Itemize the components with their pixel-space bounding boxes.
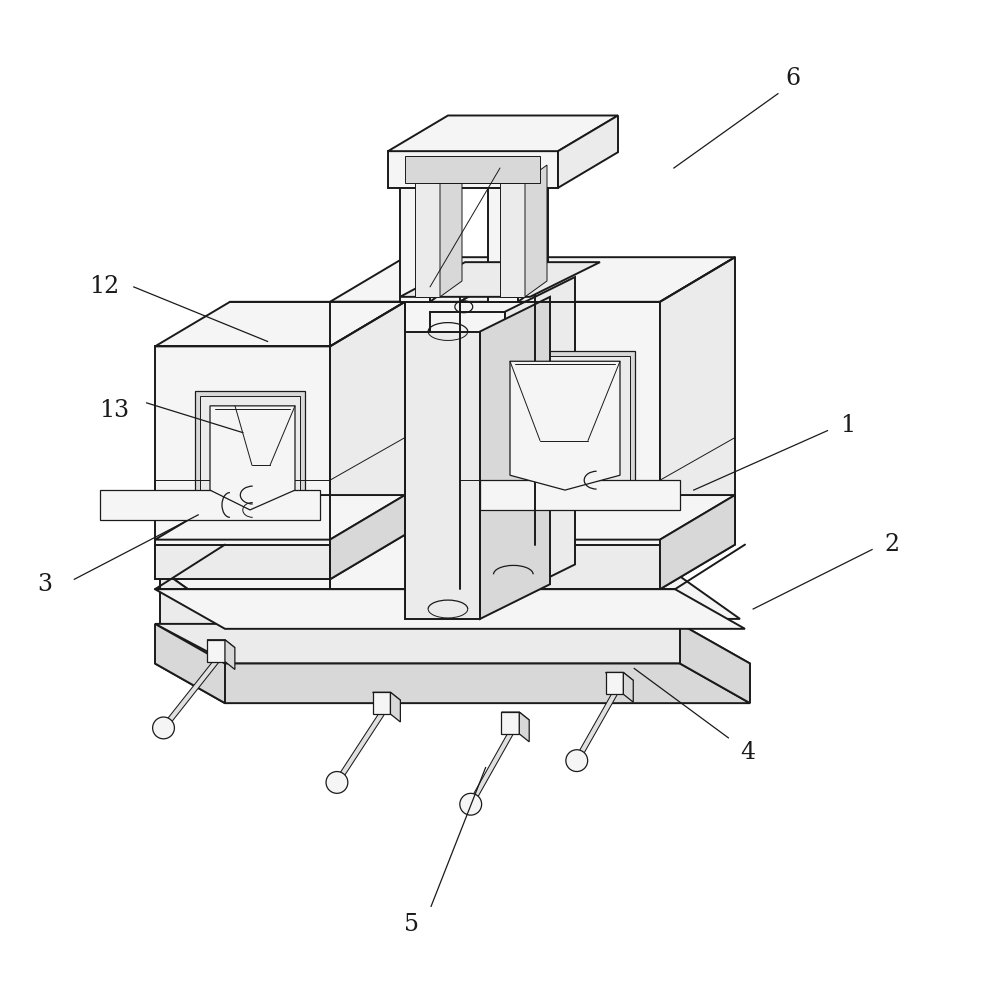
Polygon shape [160, 569, 740, 619]
Polygon shape [660, 257, 735, 589]
Polygon shape [330, 495, 405, 579]
Circle shape [153, 717, 174, 739]
Polygon shape [207, 640, 225, 662]
Polygon shape [510, 361, 620, 490]
Polygon shape [488, 173, 518, 302]
Circle shape [566, 750, 588, 772]
Polygon shape [400, 173, 430, 302]
Polygon shape [415, 181, 440, 297]
Polygon shape [460, 302, 660, 589]
Polygon shape [390, 692, 400, 722]
Text: 6: 6 [785, 67, 801, 90]
Polygon shape [623, 672, 633, 702]
Polygon shape [330, 257, 535, 302]
Polygon shape [525, 165, 547, 297]
Polygon shape [606, 672, 633, 680]
Polygon shape [388, 115, 618, 151]
Polygon shape [405, 332, 480, 619]
Polygon shape [195, 391, 305, 510]
Polygon shape [330, 302, 405, 579]
Polygon shape [388, 151, 558, 188]
Polygon shape [373, 692, 400, 700]
Polygon shape [155, 624, 225, 703]
Polygon shape [680, 624, 750, 703]
Text: 12: 12 [89, 275, 119, 298]
Polygon shape [155, 545, 330, 579]
Polygon shape [501, 712, 519, 734]
Circle shape [460, 793, 482, 815]
Polygon shape [155, 346, 330, 579]
Polygon shape [100, 490, 320, 520]
Polygon shape [373, 692, 390, 714]
Polygon shape [430, 312, 505, 599]
Polygon shape [460, 257, 735, 302]
Polygon shape [505, 277, 575, 599]
Text: 5: 5 [403, 913, 419, 936]
Polygon shape [210, 406, 295, 510]
Polygon shape [155, 664, 750, 703]
Polygon shape [155, 624, 750, 664]
Polygon shape [330, 302, 460, 589]
Polygon shape [460, 545, 660, 589]
Polygon shape [405, 156, 540, 183]
Polygon shape [160, 569, 230, 688]
Polygon shape [440, 165, 462, 297]
Polygon shape [200, 396, 300, 505]
Polygon shape [519, 712, 529, 742]
Polygon shape [495, 356, 630, 485]
Polygon shape [480, 480, 680, 510]
Polygon shape [501, 712, 529, 720]
Circle shape [326, 772, 348, 793]
Polygon shape [660, 495, 735, 589]
Polygon shape [490, 351, 635, 490]
Polygon shape [400, 151, 460, 173]
Polygon shape [460, 257, 535, 589]
Polygon shape [558, 115, 618, 188]
Text: 2: 2 [884, 533, 900, 556]
Polygon shape [500, 181, 525, 297]
Polygon shape [518, 151, 548, 302]
Text: 4: 4 [740, 741, 756, 764]
Polygon shape [460, 495, 735, 540]
Polygon shape [488, 151, 548, 173]
Polygon shape [155, 589, 745, 629]
Polygon shape [400, 262, 600, 297]
Text: 13: 13 [99, 399, 129, 422]
Polygon shape [606, 672, 623, 694]
Text: 1: 1 [839, 414, 855, 437]
Polygon shape [155, 495, 405, 540]
Text: 3: 3 [37, 573, 53, 596]
Polygon shape [480, 297, 550, 619]
Polygon shape [225, 640, 235, 669]
Polygon shape [430, 151, 460, 302]
Polygon shape [207, 640, 235, 648]
Polygon shape [155, 302, 405, 346]
